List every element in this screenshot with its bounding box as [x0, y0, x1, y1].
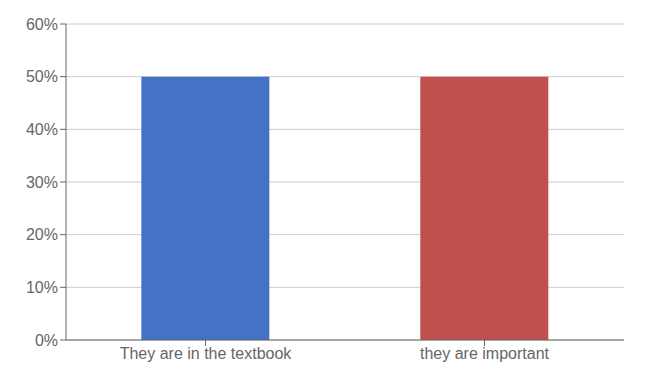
svg-text:they are important: they are important — [420, 345, 550, 362]
svg-text:50%: 50% — [26, 68, 58, 85]
svg-text:40%: 40% — [26, 121, 58, 138]
svg-text:20%: 20% — [26, 226, 58, 243]
svg-text:0%: 0% — [35, 332, 58, 349]
svg-text:60%: 60% — [26, 16, 58, 33]
svg-text:30%: 30% — [26, 174, 58, 191]
svg-text:10%: 10% — [26, 279, 58, 296]
svg-text:They are in the textbook: They are in the textbook — [120, 345, 293, 362]
